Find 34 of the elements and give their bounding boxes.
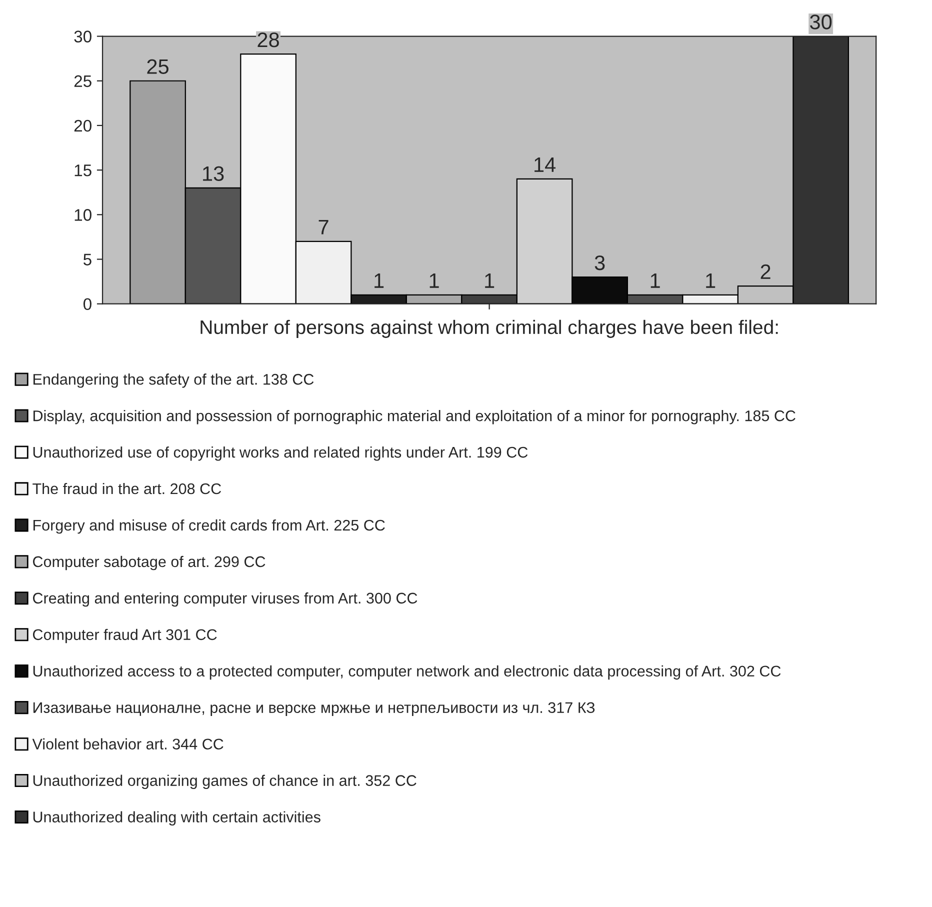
data-label: 1: [485, 273, 494, 288]
y-tick-label: 15: [74, 164, 92, 176]
y-tick-label: 25: [74, 75, 92, 88]
y-tick-label: 20: [74, 120, 92, 132]
legend-label: Forgery and misuse of credit cards from Art. 225 CC: [33, 519, 385, 534]
data-label: 13: [203, 166, 224, 182]
data-label: 25: [147, 59, 168, 74]
x-axis-title: Number of persons against whom criminal charges have been filed:: [200, 320, 778, 338]
legend-label: Unauthorized organizing games of chance in art. 352 CC: [33, 774, 416, 789]
legend-label: The fraud in the art. 208 CC: [32, 482, 222, 494]
legend-label: Display, acquisition and possession of pornographic material and exploitation of a minor for pornography. 185 CC: [33, 410, 796, 424]
y-tick-label: 10: [74, 209, 92, 221]
data-label: 30: [810, 14, 832, 30]
data-label: 1: [430, 273, 439, 288]
legend-label: Endangering the safety of the art. 138 CC: [33, 374, 314, 388]
data-label: 1: [374, 273, 384, 288]
data-label: 2: [760, 264, 770, 279]
data-label: 7: [318, 220, 328, 234]
data-label: 14: [534, 158, 556, 172]
legend-label: Изазивање националне, расне и верске мржње и нетрпељивости из чл. 317 КЗ: [33, 702, 595, 716]
legend-label: Computer fraud Art 301 CC: [33, 628, 217, 644]
legend-label: Violent behavior art. 344 CC: [32, 738, 224, 750]
data-label: 1: [650, 273, 660, 288]
data-label: 3: [594, 255, 605, 270]
legend-label: Unauthorized access to a protected computer, computer network and electronic data processing of Art. 302 CC: [33, 665, 781, 680]
data-label: 1: [706, 273, 716, 288]
y-tick-label: 5: [84, 254, 92, 266]
legend-label: Computer sabotage of art. 299 CC: [33, 556, 266, 570]
legend-label: Unauthorized use of copyright works and related rights under Art. 199 CC: [33, 446, 528, 461]
y-tick-label: 0: [83, 298, 92, 310]
legend-label: Creating and entering computer viruses from Art. 300 CC: [33, 592, 418, 607]
y-tick-label: 30: [74, 30, 92, 42]
data-label: 28: [258, 32, 279, 48]
legend-label: Unauthorized dealing with certain activities: [33, 811, 320, 826]
